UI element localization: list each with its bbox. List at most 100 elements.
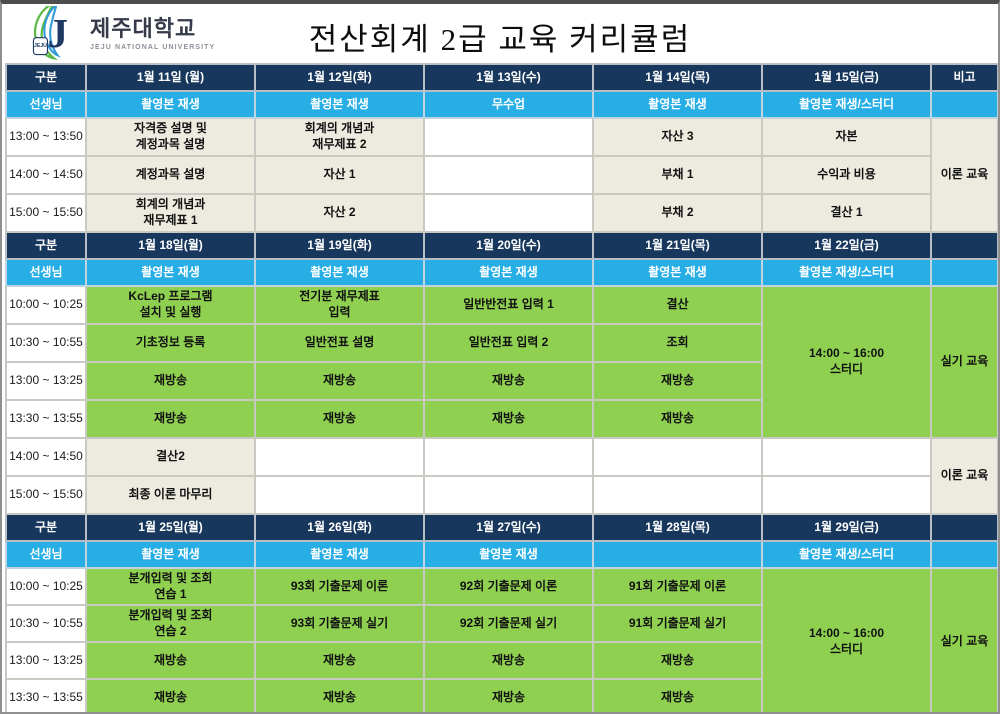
week-2-teacher-row: 선생님 촬영본 재생 촬영본 재생 촬영본 재생 촬영본 재생 촬영본 재생/스터디 <box>5 258 998 287</box>
session-cell: 회계의 개념과 재무제표 2 <box>254 117 425 157</box>
session-cell: 조회 <box>592 323 763 363</box>
note-cell: 실기 교육 <box>930 285 998 439</box>
session-cell: 92회 기출문제 실기 <box>423 604 594 643</box>
day-header-cell: 1월 26일(화) <box>254 513 425 542</box>
session-cell: 최종 이론 마무리 <box>85 475 256 515</box>
teacher-cell: 촬영본 재생/스터디 <box>761 90 932 119</box>
teacher-cell: 촬영본 재생 <box>254 258 425 287</box>
time-cell: 14:00 ~ 14:50 <box>5 437 87 477</box>
schedule-row: 13:00 ~ 13:25 재방송 재방송 재방송 재방송 <box>5 641 998 680</box>
curriculum-table: 구분 1월 11일 (월) 1월 12일(화) 1월 13일(수) 1월 14일(목) 1… <box>5 63 998 712</box>
teacher-note-cell <box>930 90 998 119</box>
corner-cell: 구분 <box>5 231 87 260</box>
time-cell: 13:00 ~ 13:25 <box>5 361 87 401</box>
schedule-row: 15:00 ~ 15:50 최종 이론 마무리 <box>5 475 998 515</box>
jeju-university-emblem-icon: J JEJU <box>32 6 68 61</box>
session-cell <box>592 437 763 477</box>
session-cell: 재방송 <box>423 361 594 401</box>
teacher-cell: 촬영본 재생/스터디 <box>761 540 932 569</box>
session-cell: 회계의 개념과 재무제표 1 <box>85 193 256 233</box>
teacher-cell: 촬영본 재생 <box>592 90 763 119</box>
session-cell <box>592 475 763 515</box>
schedule-row: 13:30 ~ 13:55 재방송 재방송 재방송 재방송 <box>5 399 998 439</box>
session-cell: 결산 1 <box>761 193 932 233</box>
svg-text:J: J <box>47 10 68 56</box>
week-2-header-row: 구분 1월 18일(월) 1월 19일(화) 1월 20일(수) 1월 21일(목) 1월… <box>5 231 998 260</box>
time-cell: 13:00 ~ 13:25 <box>5 641 87 680</box>
teacher-label-cell: 선생님 <box>5 90 87 119</box>
page-header: J JEJU 제주대학교 JEJU NATIONAL UNIVERSITY 전산… <box>2 4 998 63</box>
day-header-cell: 1월 11일 (월) <box>85 63 256 92</box>
session-cell: 92회 기출문제 이론 <box>423 567 594 606</box>
schedule-row: 10:30 ~ 10:55 기초정보 등록 일반전표 설명 일반전표 입력 2 조회 <box>5 323 998 363</box>
time-cell: 13:00 ~ 13:50 <box>5 117 87 157</box>
schedule-row: 10:00 ~ 10:25 분개입력 및 조회 연습 1 93회 기출문제 이론 92… <box>5 567 998 712</box>
day-header-cell: 1월 12일(화) <box>254 63 425 92</box>
note-header-cell <box>930 513 998 542</box>
teacher-cell: 촬영본 재생 <box>85 258 256 287</box>
university-logo: J JEJU 제주대학교 JEJU NATIONAL UNIVERSITY <box>26 6 215 62</box>
session-cell <box>423 155 594 195</box>
session-cell: 재방송 <box>592 641 763 680</box>
session-cell: 기초정보 등록 <box>85 323 256 363</box>
session-cell: 자산 1 <box>254 155 425 195</box>
note-cell: 이론 교육 <box>930 117 998 233</box>
session-cell: 재방송 <box>85 678 256 712</box>
schedule-row: 10:30 ~ 10:55 분개입력 및 조회 연습 2 93회 기출문제 실기 92… <box>5 604 998 643</box>
day-header-cell: 1월 25일(월) <box>85 513 256 542</box>
emblem-label: JEJU <box>34 43 47 49</box>
session-cell: 수익과 비용 <box>761 155 932 195</box>
session-cell: 재방송 <box>423 678 594 712</box>
time-cell: 15:00 ~ 15:50 <box>5 193 87 233</box>
session-cell: 일반전표 입력 2 <box>423 323 594 363</box>
time-cell: 10:00 ~ 10:25 <box>5 285 87 325</box>
session-cell: 재방송 <box>254 641 425 680</box>
teacher-cell: 촬영본 재생 <box>254 540 425 569</box>
teacher-cell: 촬영본 재생 <box>592 258 763 287</box>
session-cell <box>254 437 425 477</box>
teacher-note-cell <box>930 540 998 569</box>
session-cell <box>423 475 594 515</box>
session-cell: 분개입력 및 조회 연습 2 <box>85 604 256 643</box>
day-header-cell: 1월 14일(목) <box>592 63 763 92</box>
session-cell: 재방송 <box>423 399 594 439</box>
session-cell: 재방송 <box>85 641 256 680</box>
teacher-cell: 촬영본 재생 <box>85 540 256 569</box>
session-cell: 재방송 <box>85 399 256 439</box>
session-cell: 재방송 <box>423 641 594 680</box>
schedule-row: 15:00 ~ 15:50 회계의 개념과 재무제표 1 자산 2 부채 2 결산 1 <box>5 193 998 233</box>
day-header-cell: 1월 27일(수) <box>423 513 594 542</box>
schedule-row: 14:00 ~ 14:50 결산2 이론 교육 <box>5 437 998 515</box>
teacher-cell: 촬영본 재생 <box>423 540 594 569</box>
week-1-header-row: 구분 1월 11일 (월) 1월 12일(화) 1월 13일(수) 1월 14일(목) 1… <box>5 63 998 92</box>
session-cell: 결산 <box>592 285 763 325</box>
session-cell <box>423 193 594 233</box>
note-header-cell: 비고 <box>930 63 998 92</box>
session-cell <box>761 437 932 477</box>
session-cell: 자산 3 <box>592 117 763 157</box>
session-cell: 재방송 <box>85 361 256 401</box>
teacher-label-cell: 선생님 <box>5 258 87 287</box>
week-3-header-row: 구분 1월 25일(월) 1월 26일(화) 1월 27일(수) 1월 28일(목) 1월… <box>5 513 998 542</box>
day-header-cell: 1월 18일(월) <box>85 231 256 260</box>
teacher-cell: 촬영본 재생 <box>85 90 256 119</box>
session-cell: 계정과목 설명 <box>85 155 256 195</box>
session-cell: 93회 기출문제 실기 <box>254 604 425 643</box>
teacher-cell <box>592 540 763 569</box>
session-cell: 일반전표 설명 <box>254 323 425 363</box>
session-cell: 자격증 설명 및 계정과목 설명 <box>85 117 256 157</box>
schedule-row: 13:00 ~ 13:25 재방송 재방송 재방송 재방송 <box>5 361 998 401</box>
schedule-row: 13:30 ~ 13:55 재방송 재방송 재방송 재방송 <box>5 678 998 712</box>
teacher-cell: 촬영본 재생 <box>254 90 425 119</box>
session-cell: 재방송 <box>592 399 763 439</box>
time-cell: 15:00 ~ 15:50 <box>5 475 87 515</box>
session-cell <box>423 117 594 157</box>
session-cell: 14:00 ~ 16:00 스터디 <box>761 285 932 439</box>
session-cell: 재방송 <box>254 399 425 439</box>
session-cell: 부채 2 <box>592 193 763 233</box>
session-cell <box>423 437 594 477</box>
day-header-cell: 1월 20일(수) <box>423 231 594 260</box>
day-header-cell: 1월 21일(목) <box>592 231 763 260</box>
time-cell: 10:00 ~ 10:25 <box>5 567 87 606</box>
